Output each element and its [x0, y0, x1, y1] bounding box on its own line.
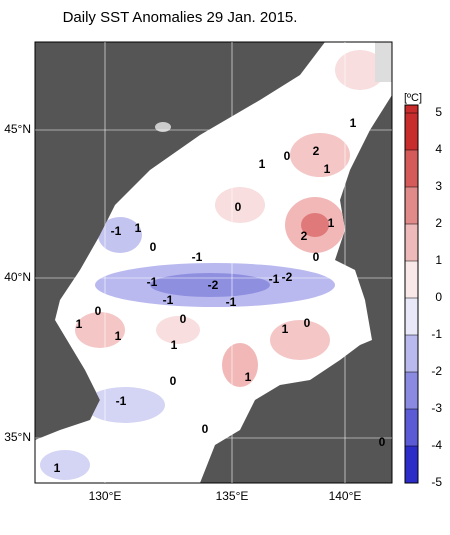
- colorbar-segment: [405, 409, 418, 446]
- colorbar-tick-label: 0: [435, 290, 442, 304]
- contour-label: 0: [170, 374, 177, 388]
- contour-label: 1: [76, 317, 83, 331]
- contour-label: 0: [313, 250, 320, 264]
- contour-label: 0: [235, 200, 242, 214]
- contour-label: 1: [54, 461, 61, 475]
- contour-label: -2: [282, 270, 293, 284]
- colorbar-tick-label: -2: [431, 364, 442, 378]
- colorbar-tick-label: 4: [435, 142, 442, 156]
- contour-label: -1: [147, 275, 158, 289]
- contour-label: 1: [259, 157, 266, 171]
- contour-label: 1: [328, 216, 335, 230]
- colorbar-segment: [405, 224, 418, 261]
- lon-label: 135°E: [216, 489, 249, 503]
- contour-label: 2: [301, 229, 308, 243]
- contour-label: 0: [379, 435, 386, 449]
- colorbar-tick-label: -3: [431, 401, 442, 415]
- map-frame: [34, 41, 393, 484]
- contour-label: 1: [135, 221, 142, 235]
- colorbar-segment: [405, 372, 418, 409]
- colorbar-tick-label: -1: [431, 327, 442, 341]
- contour-label: 0: [284, 149, 291, 163]
- map-title: Daily SST Anomalies 29 Jan. 2015.: [63, 9, 298, 26]
- colorbar-segment: [405, 298, 418, 335]
- colorbar-tick-label: 5: [435, 105, 442, 119]
- lon-label: 130°E: [89, 489, 122, 503]
- colorbar-segment: [405, 335, 418, 372]
- contour-label: -1: [116, 394, 127, 408]
- graticule: [35, 42, 392, 483]
- contour-label: -1: [192, 250, 203, 264]
- colorbar-segment: [405, 446, 418, 483]
- contour-label: -1: [226, 295, 237, 309]
- contour-label: 1: [245, 370, 252, 384]
- contour-label: -1: [269, 272, 280, 286]
- lat-label: 35°N: [4, 430, 31, 444]
- contour-label: 0: [202, 422, 209, 436]
- colorbar-segment: [405, 150, 418, 187]
- colorbar-tick-label: 1: [435, 253, 442, 267]
- lat-label: 40°N: [4, 270, 31, 284]
- colorbar-unit: [ºC]: [404, 92, 422, 104]
- colorbar-tick-label: 2: [435, 216, 442, 230]
- contour-label: 0: [304, 316, 311, 330]
- colorbar-tick-label: 3: [435, 179, 442, 193]
- contour-label: 0: [150, 240, 157, 254]
- colorbar-tick-label: -4: [431, 438, 442, 452]
- lon-label: 140°E: [329, 489, 362, 503]
- contour-label: -1: [163, 293, 174, 307]
- contour-label: -1: [111, 224, 122, 238]
- contour-label: 1: [324, 162, 331, 176]
- contour-label: 2: [313, 144, 320, 158]
- colorbar-tick-label: -5: [431, 475, 442, 489]
- contour-label: 1: [115, 329, 122, 343]
- contour-label: 1: [171, 338, 178, 352]
- colorbar-segment: [405, 105, 418, 150]
- sea-ice: [375, 42, 392, 82]
- contour-label: -2: [208, 278, 219, 292]
- contour-label: 0: [95, 304, 102, 318]
- lat-label: 45°N: [4, 122, 31, 136]
- contour-label: 0: [180, 312, 187, 326]
- contour-label: 1: [350, 116, 357, 130]
- island: [155, 122, 171, 132]
- contour-label: 1: [282, 322, 289, 336]
- colorbar-segment: [405, 261, 418, 298]
- colorbar-segment: [405, 187, 418, 224]
